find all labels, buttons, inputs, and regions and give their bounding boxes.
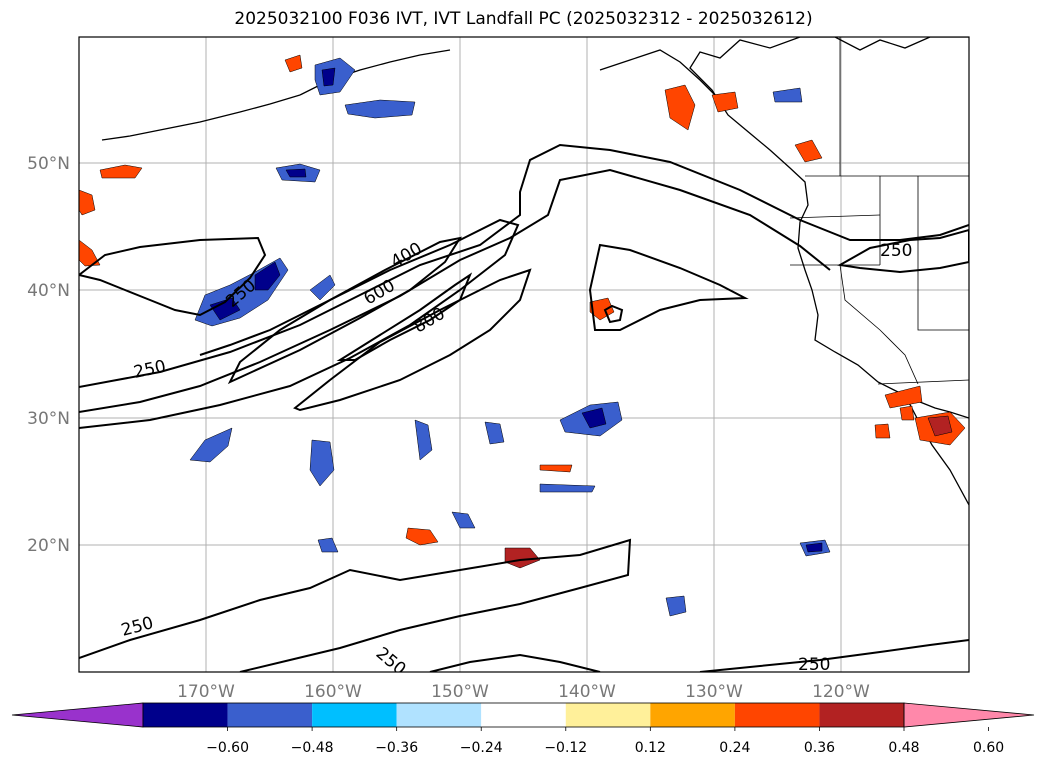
colorbar-tick-label: −0.60	[206, 740, 249, 756]
ivt-contours	[79, 143, 969, 672]
x-tick-label: 120°W	[812, 682, 870, 702]
colorbar-segment	[312, 703, 397, 727]
y-tick-label: 30°N	[27, 409, 70, 429]
colorbar-segment	[565, 703, 651, 727]
colorbar: −0.60 −0.48 −0.36 −0.24 −0.12 0.12 0.24 0.36 0.4…	[11, 702, 1035, 756]
colorbar-extend-high	[903, 702, 1035, 728]
contour-label: 250	[880, 241, 912, 261]
colorbar-segment	[227, 703, 313, 727]
colorbar-tick-label: −0.36	[375, 740, 418, 756]
y-tick-label: 50°N	[27, 154, 70, 174]
map-title: 2025032100 F036 IVT, IVT Landfall PC (20…	[234, 9, 813, 29]
colorbar-tick-label: 0.12	[635, 740, 666, 756]
x-tick-label: 160°W	[304, 682, 362, 702]
colorbar-tick-label: 0.24	[719, 740, 750, 756]
colorbar-segment	[734, 703, 820, 727]
colorbar-tick-label: −0.48	[291, 740, 334, 756]
y-tick-labels: 20°N 30°N 40°N 50°N	[27, 154, 70, 556]
contour-label: 250	[798, 655, 830, 675]
colorbar-extend-low	[11, 702, 144, 728]
borders	[789, 37, 969, 385]
x-tick-label: 150°W	[431, 682, 489, 702]
map-frame	[78, 36, 970, 673]
colorbar-outline	[142, 702, 905, 728]
colorbar-segments	[11, 702, 1035, 728]
colorbar-segment	[396, 703, 482, 727]
colorbar-tick-label: −0.24	[460, 740, 503, 756]
x-tick-labels: 170°W 160°W 150°W 140°W 130°W 120°W	[177, 682, 870, 702]
colorbar-labels: −0.60 −0.48 −0.36 −0.24 −0.12 0.12 0.24 0.36 0.4…	[206, 727, 1004, 756]
colorbar-segment	[650, 703, 735, 727]
colorbar-tick-label: 0.36	[804, 740, 835, 756]
colorbar-tick-label: 0.48	[888, 740, 919, 756]
colorbar-tick-label: −0.12	[544, 740, 587, 756]
pc-shading	[79, 54, 966, 617]
colorbar-segment	[481, 703, 566, 727]
y-tick-label: 20°N	[27, 536, 70, 556]
colorbar-segment	[819, 703, 904, 727]
colorbar-segment	[143, 703, 228, 727]
y-tick-label: 40°N	[27, 281, 70, 301]
x-tick-label: 130°W	[685, 682, 743, 702]
x-tick-label: 140°W	[558, 682, 616, 702]
map-panel: 250 400 600 800 250 250 250 250 250	[79, 37, 969, 675]
x-tick-label: 170°W	[177, 682, 235, 702]
colorbar-tick-label: 0.60	[973, 740, 1004, 756]
